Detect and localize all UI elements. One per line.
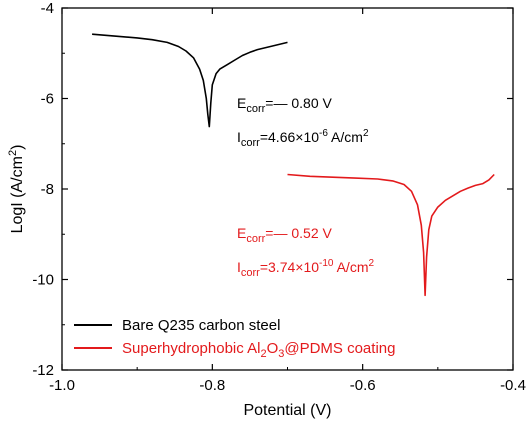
annotation-i-symbol: I — [237, 259, 241, 275]
series-layer — [92, 33, 495, 297]
y-axis-title: LogI (A/cm2) — [7, 145, 26, 234]
annotation-icorr-value: =4.66×10 — [260, 129, 319, 145]
legend-entry-coating: Superhydrophobic Al2O3@PDMS coating — [122, 340, 395, 360]
ticks-layer: -1.0 -0.8 -0.6 -0.4 -12 -10 -8 -6 -4 — [32, 0, 526, 394]
annotation-icorr-unit-exponent: 2 — [363, 128, 369, 139]
annotation-ecorr-value: =— 0.80 V — [265, 95, 332, 111]
series-line-coating — [287, 173, 495, 297]
annotation-icorr-value: =3.74×10 — [260, 259, 319, 275]
x-tick-label: -0.6 — [350, 377, 376, 394]
y-axis-title-base: LogI (A/cm — [9, 156, 26, 233]
x-axis-title: Potential (V) — [243, 402, 331, 419]
x-tick-label: -0.8 — [199, 377, 225, 394]
annotation-e-subscript: corr — [246, 233, 265, 245]
annotation-i-subscript: corr — [241, 137, 260, 149]
annotation-e-symbol: E — [237, 95, 246, 111]
y-axis-title-sup: 2 — [7, 150, 19, 156]
annotation-ecorr-bare: Ecorr=— 0.80 V — [237, 95, 333, 115]
legend-label-pre: Superhydrophobic Al — [122, 340, 260, 357]
y-tick-label: -4 — [41, 0, 54, 17]
annotation-ecorr-coating: Ecorr=— 0.52 V — [237, 225, 333, 245]
x-tick-label: -1.0 — [49, 377, 75, 394]
legend: Bare Q235 carbon steel Superhydrophobic … — [74, 317, 395, 360]
y-tick-label: -12 — [32, 362, 54, 379]
annotation-icorr-exponent: -6 — [319, 128, 328, 139]
annotation-icorr-unit-exponent: 2 — [368, 258, 374, 269]
annotation-e-subscript: corr — [246, 103, 265, 115]
y-tick-label: -6 — [41, 91, 54, 108]
legend-label: Bare Q235 carbon steel — [122, 317, 280, 334]
x-tick-label: -0.4 — [500, 377, 526, 394]
annotation-icorr-bare: Icorr=4.66×10-6 A/cm2 — [237, 128, 369, 149]
legend-label-sub1: 2 — [260, 348, 266, 360]
annotation-icorr-exponent: -10 — [319, 258, 334, 269]
annotation-ecorr-value: =— 0.52 V — [265, 225, 332, 241]
y-tick-label: -10 — [32, 272, 54, 289]
legend-label-sub2: 3 — [278, 348, 284, 360]
legend-label-post: @PDMS coating — [284, 340, 395, 357]
series-line-bare-steel — [92, 33, 288, 128]
annotation-i-subscript: corr — [241, 267, 260, 279]
legend-label-mid: O — [267, 340, 279, 357]
annotation-icorr-coating: Icorr=3.74×10-10 A/cm2 — [237, 258, 374, 279]
y-axis-title-end: ) — [9, 145, 26, 150]
annotation-icorr-unit: A/cm — [328, 129, 363, 145]
legend-entry-bare-steel: Bare Q235 carbon steel — [122, 317, 280, 334]
annotation-i-symbol: I — [237, 129, 241, 145]
annotation-e-symbol: E — [237, 225, 246, 241]
annotation-icorr-unit: A/cm — [333, 259, 368, 275]
y-tick-label: -8 — [41, 181, 54, 198]
